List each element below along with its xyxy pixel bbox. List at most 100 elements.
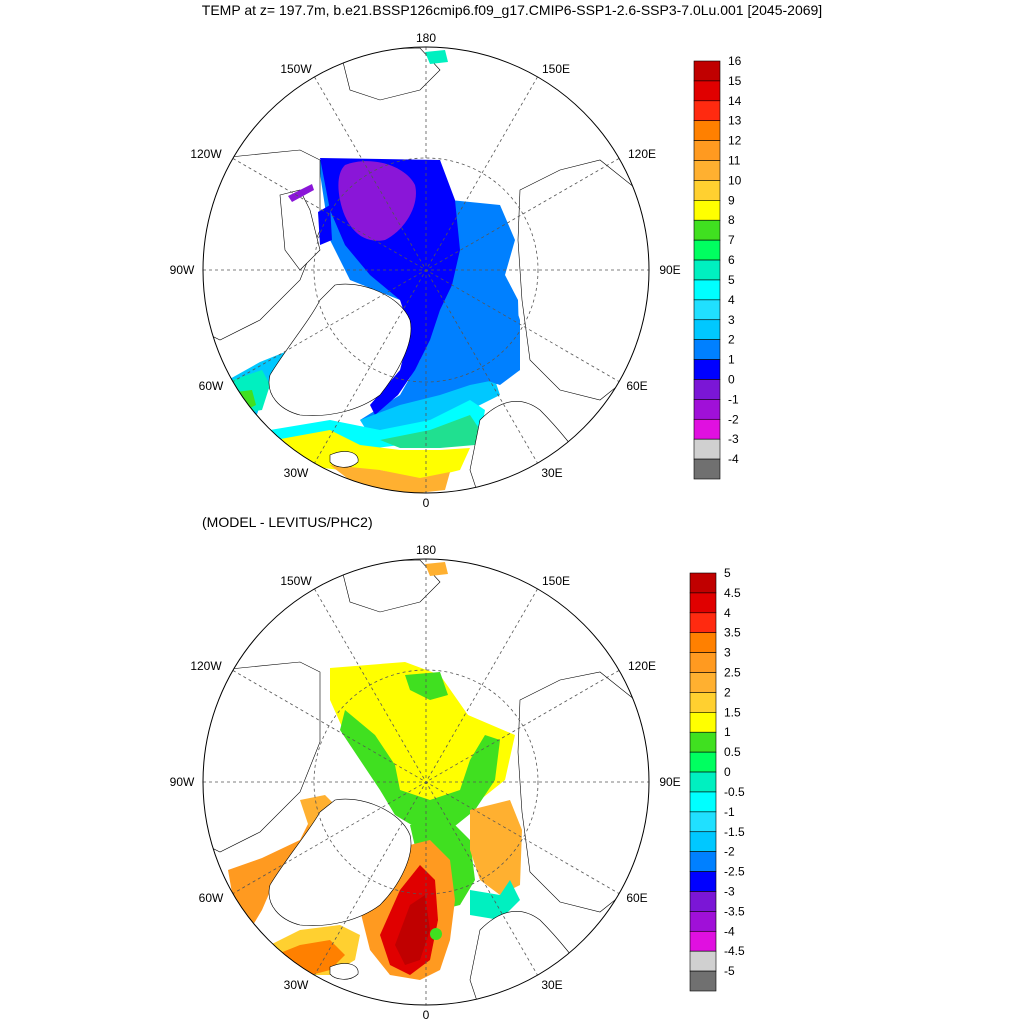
colorbar-swatch xyxy=(689,592,717,614)
colorbar-tick-label: 13 xyxy=(728,114,742,128)
difference-panel-title: (MODEL - LEVITUS/PHC2) xyxy=(202,514,373,530)
diff-lon-label-120w: 120W xyxy=(190,659,222,673)
graticule xyxy=(203,47,649,493)
colorbar-swatch xyxy=(693,359,721,380)
diff-lon-label-180: 180 xyxy=(416,543,436,557)
colorbar-tick-label: -2.5 xyxy=(724,865,745,879)
diff-graticule xyxy=(203,559,649,1005)
colorbar-tick-label: -2 xyxy=(728,412,739,426)
colorbar-swatch xyxy=(693,180,721,201)
colorbar-swatch xyxy=(693,339,721,360)
lon-label-0: 0 xyxy=(423,496,430,510)
ross-small-patch xyxy=(318,205,332,245)
diff-alaska-landmass xyxy=(339,559,441,613)
colorbar-swatch xyxy=(693,399,721,420)
temperature-field xyxy=(203,47,649,493)
lon-label-90e: 90E xyxy=(659,263,680,277)
colorbar-swatch xyxy=(693,100,721,122)
colorbar-tick-label: -1.5 xyxy=(724,825,745,839)
colorbar-swatch xyxy=(693,60,721,82)
colorbar-tick-label: -4 xyxy=(728,452,739,466)
colorbar-swatch xyxy=(689,851,717,872)
diff-region-green-tongue xyxy=(340,710,500,830)
colorbar-swatch xyxy=(689,632,717,653)
colorbar-tick-label: 3.5 xyxy=(724,626,741,640)
chukchi-warm-patch xyxy=(425,50,448,64)
colorbar-tick-label: 0 xyxy=(724,765,731,779)
colorbar-swatch xyxy=(689,791,717,813)
ocean-region-1-2-shelf xyxy=(360,380,500,436)
diff-chukchi-patch xyxy=(425,562,448,576)
colorbar-swatch xyxy=(693,319,721,340)
ocean-region-neg1-0 xyxy=(338,161,416,241)
colorbar-swatch xyxy=(693,438,721,460)
diff-region-barents-green xyxy=(470,880,520,920)
lon-label-120e: 120E xyxy=(628,147,656,161)
colorbar-swatch xyxy=(689,891,717,912)
diff-region-green-north xyxy=(405,672,448,700)
colorbar-swatch xyxy=(689,731,717,753)
colorbar-tick-label: -0.5 xyxy=(724,785,745,799)
diff-region-atlantic-core xyxy=(395,895,430,965)
colorbar-tick-label: 4 xyxy=(728,293,735,307)
difference-field xyxy=(203,559,649,1005)
colorbar-tick-label: 1.5 xyxy=(724,705,741,719)
iceland-landmass xyxy=(329,451,359,468)
colorbar-tick-label: 9 xyxy=(728,193,735,207)
baffin-cold-patch xyxy=(288,184,314,202)
colorbar-tick-label: 10 xyxy=(728,173,742,187)
colorbar-swatch xyxy=(689,751,717,773)
colorbar-swatch xyxy=(693,200,721,221)
lon-label-60w: 60W xyxy=(199,379,224,393)
diff-lon-label-60e: 60E xyxy=(626,891,647,905)
colorbar-swatch xyxy=(693,299,721,321)
diff-greenland-landmass xyxy=(268,798,412,926)
colorbar-tick-label: -5 xyxy=(724,964,735,978)
colorbar-swatch xyxy=(689,712,717,733)
colorbar-swatch xyxy=(689,950,717,972)
colorbar-swatch xyxy=(693,120,721,141)
colorbar-swatch xyxy=(693,418,721,440)
colorbar-tick-label: 4.5 xyxy=(724,586,741,600)
colorbar-swatch xyxy=(693,279,721,301)
diff-green-spot xyxy=(430,928,442,940)
colorbar-tick-label: 0.5 xyxy=(724,745,741,759)
colorbar-swatch xyxy=(689,831,717,852)
map-boundary-circle xyxy=(202,46,650,494)
colorbar-tick-label: 4 xyxy=(724,606,731,620)
colorbar-swatch xyxy=(689,612,717,634)
alaska-landmass xyxy=(339,47,441,101)
difference-map: 180 0 150W 150E 120W 120E 90W 90E 60W 60… xyxy=(170,543,681,1022)
diff-lon-label-30e: 30E xyxy=(541,978,562,992)
colorbar-swatch xyxy=(693,458,721,480)
diff-lon-label-60w: 60W xyxy=(199,891,224,905)
colorbar-tick-label: -1 xyxy=(724,805,735,819)
ocean-region-barents xyxy=(465,290,520,385)
diff-eurasia-landmass xyxy=(517,671,649,913)
diff-scandinavia-landmass xyxy=(469,911,591,1005)
colorbar-swatch xyxy=(689,771,717,793)
colorbar-tick-label: 11 xyxy=(728,154,741,168)
colorbar-tick-label: 5 xyxy=(728,273,735,287)
diff-lon-label-30w: 30W xyxy=(284,978,309,992)
colorbar-tick-label: 1 xyxy=(724,725,731,739)
colorbar-tick-label: -2 xyxy=(724,845,735,859)
colorbar-tick-label: 14 xyxy=(728,94,742,108)
colorbar-swatch xyxy=(693,160,721,181)
colorbar-swatch xyxy=(693,379,721,400)
diff-map-boundary-circle xyxy=(202,558,650,1006)
colorbar-swatch xyxy=(693,219,721,241)
colorbar-swatch xyxy=(689,930,717,952)
colorbar-tick-label: 16 xyxy=(728,54,742,68)
temperature-map: 180 0 150W 150E 120W 120E 90W 90E 60W 60… xyxy=(170,31,681,510)
lon-label-90w: 90W xyxy=(170,263,195,277)
ocean-region-atlantic-8-10 xyxy=(275,430,470,480)
diff-lon-label-0: 0 xyxy=(423,1008,430,1022)
colorbar-swatch xyxy=(693,259,721,281)
colorbar-tick-label: 6 xyxy=(728,253,735,267)
colorbar-tick-label: -3 xyxy=(724,884,735,898)
diff-lon-label-90w: 90W xyxy=(170,775,195,789)
colorbar-tick-label: 3 xyxy=(724,646,731,660)
colorbar-tick-label: 2 xyxy=(728,333,735,347)
